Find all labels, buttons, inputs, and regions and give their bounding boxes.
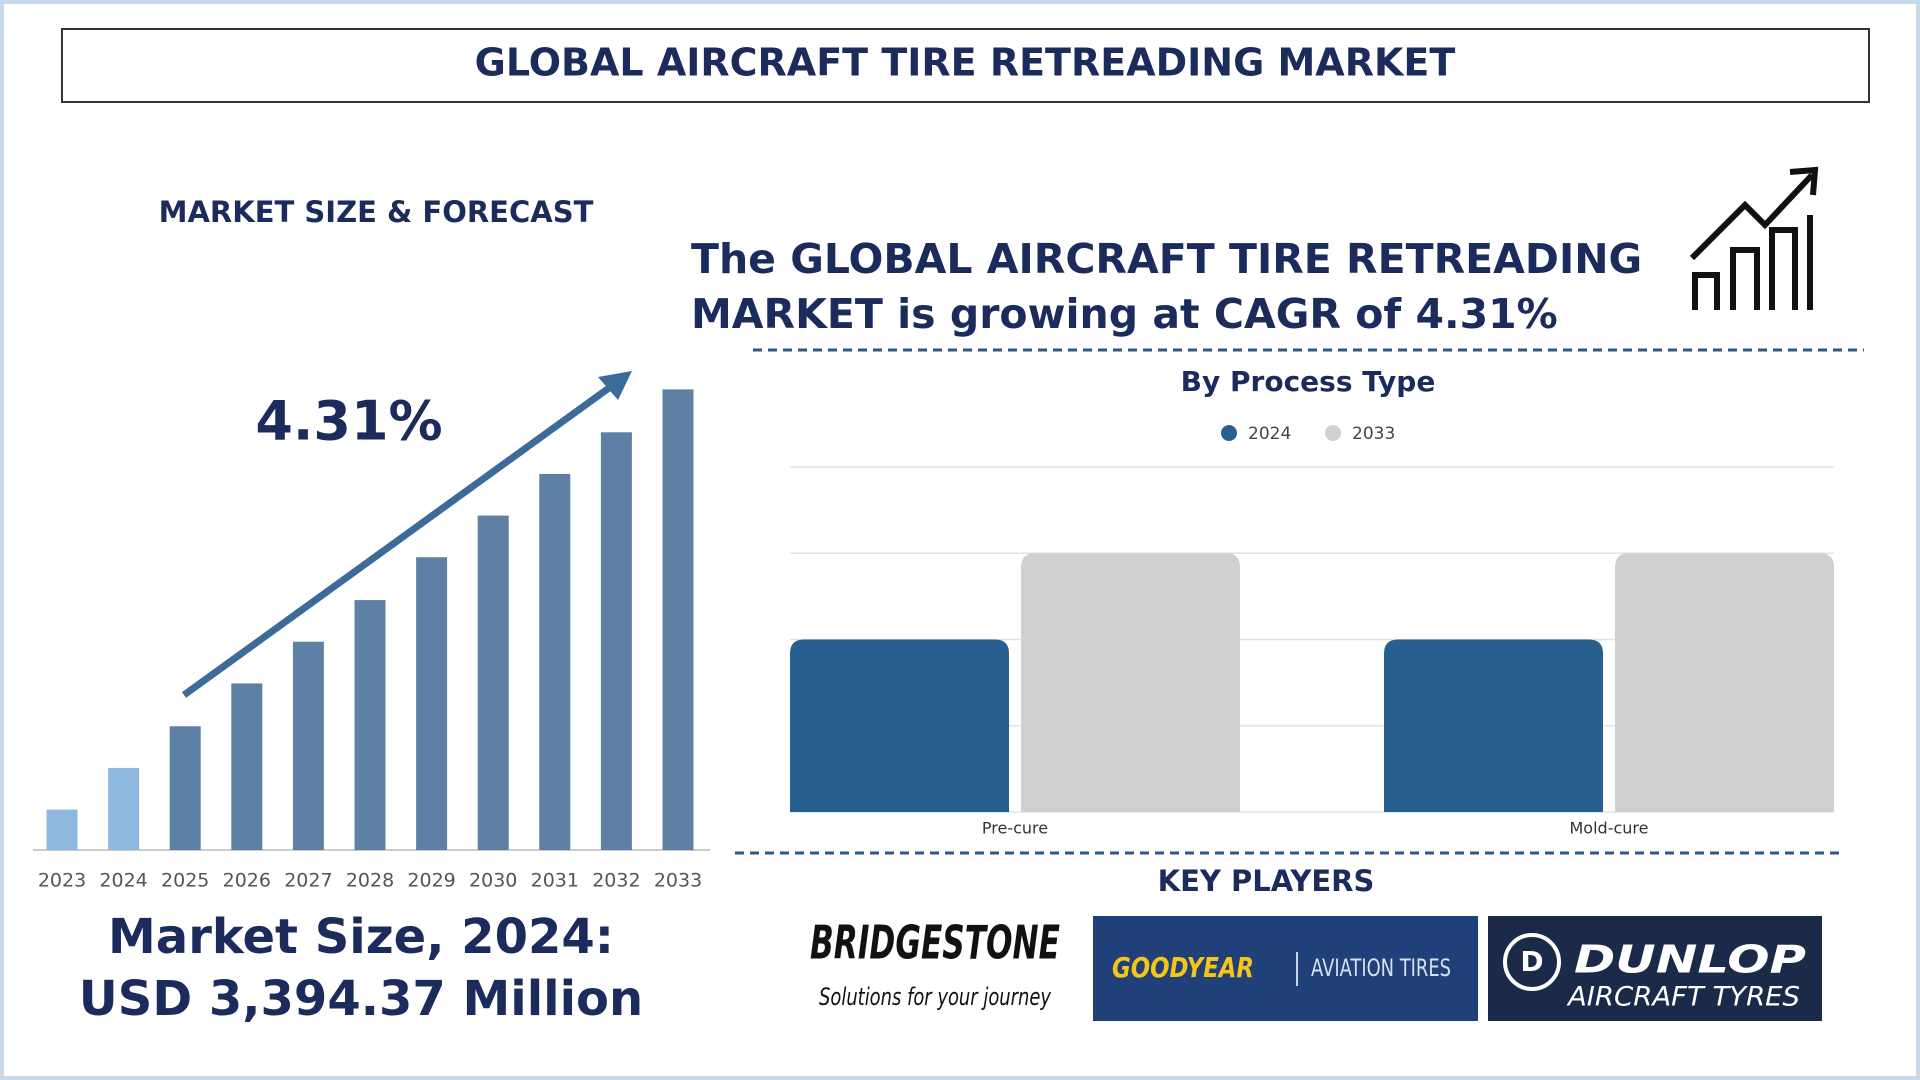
legend-marker [1221,425,1237,441]
bar [477,515,509,850]
x-tick-label: 2031 [531,870,579,892]
legend-marker [1325,425,1341,441]
bar [169,726,201,850]
cagr-annotation: 4.31% [255,390,442,453]
x-tick-label: 2032 [592,870,640,892]
x-tick-label: 2023 [38,870,86,892]
legend-label: 2033 [1352,424,1395,444]
bar [1384,639,1603,812]
bar [354,600,386,850]
bar [539,473,571,850]
section-title: KEY PLAYERS [1158,864,1375,898]
x-tick-label: 2024 [99,870,147,892]
logo-tagline: AVIATION TIRES [1311,954,1451,982]
logo-name: BRIDGESTONE [810,916,1060,970]
chart-title: By Process Type [1181,365,1436,398]
bar [600,432,632,850]
growth-icon [1689,166,1819,310]
x-tick-label: 2028 [346,870,394,892]
bar [1021,553,1240,812]
x-tick-label: 2030 [469,870,517,892]
logo-tagline: AIRCRAFT TYRES [1566,982,1800,1013]
bar [108,767,140,850]
bar [292,641,324,850]
logo-name: DUNLOP [1574,938,1806,982]
x-tick-label: Mold-cure [1570,819,1649,838]
logo-dunlop: D DUNLOP AIRCRAFT TYRES [1488,916,1822,1021]
x-tick-label: 2027 [284,870,332,892]
logo-tagline: Solutions for your journey [819,983,1052,1011]
headline: The GLOBAL AIRCRAFT TIRE RETREADING [691,235,1642,283]
market-size-value: USD 3,394.37 Million [79,971,643,1027]
title-box [61,28,1870,103]
logo-goodyear: GOODYEAR AVIATION TIRES [1093,916,1478,1021]
headline: MARKET is growing at CAGR of 4.31% [691,290,1558,338]
x-tick-label: 2026 [223,870,271,892]
x-tick-label: Pre-cure [982,819,1048,838]
x-tick-label: 2025 [161,870,209,892]
legend-label: 2024 [1248,424,1291,444]
page-title: GLOBAL AIRCRAFT TIRE RETREADING MARKET [475,41,1456,85]
bar [416,557,448,850]
x-tick-label: 2033 [654,870,702,892]
bar [790,639,1009,812]
logo-bridgestone: BRIDGESTONE Solutions for your journey [802,916,1065,1016]
bar [231,683,263,850]
svg-text:D: D [1520,945,1543,978]
bar [46,809,78,850]
logo-name: GOODYEAR [1112,951,1254,984]
x-tick-label: 2029 [407,870,455,892]
bar [662,389,694,850]
trend-arrow [181,371,632,698]
market-size-label: Market Size, 2024: [108,909,614,965]
bar [1615,553,1834,812]
chart-title: MARKET SIZE & FORECAST [159,195,594,229]
